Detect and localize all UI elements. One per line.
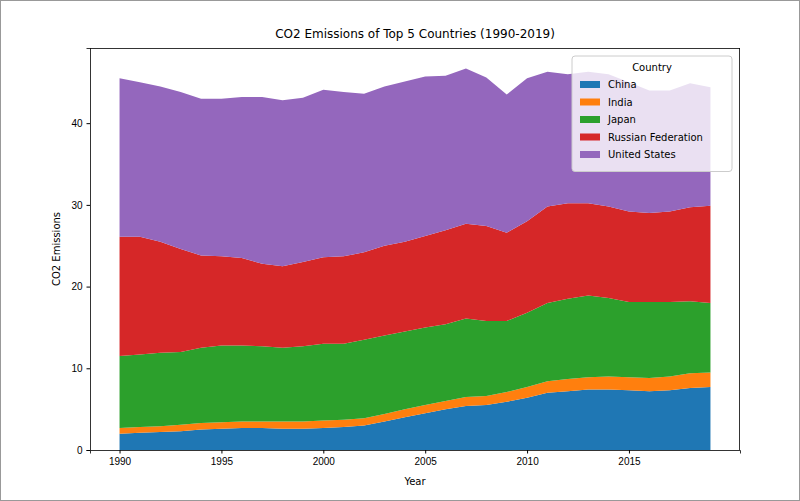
tick-label: 2015 (618, 456, 641, 467)
figure-frame (1, 1, 800, 501)
legend-label: Japan (607, 114, 636, 125)
legend: Country China India Japan Russian Federation… (572, 56, 732, 172)
tick-label: 10 (71, 363, 83, 374)
axis-line (91, 451, 741, 454)
axis-line (87, 49, 91, 451)
tick-mark (87, 368, 91, 369)
x-axis-title: Year (403, 476, 426, 487)
tick: 2000 (313, 450, 336, 467)
legend-swatch (580, 116, 600, 123)
tick-label: 0 (77, 445, 83, 456)
tick-label: 2000 (313, 456, 336, 467)
tick: 1990 (109, 450, 132, 467)
tick-mark (87, 450, 91, 451)
legend-label: India (608, 97, 633, 108)
tick: 2015 (618, 450, 641, 467)
tick: 30 (71, 200, 90, 211)
tick-label: 2010 (516, 456, 539, 467)
legend-title: Country (632, 62, 672, 73)
tick-label: 1995 (211, 456, 234, 467)
tick-mark (629, 450, 630, 454)
legend-label: United States (608, 149, 676, 160)
tick: 40 (71, 118, 90, 129)
tick-mark (221, 450, 222, 454)
x-axis: 1990 1995 2000 2005 2010 2015 (91, 450, 741, 467)
y-axis-title: CO2 Emissions (51, 212, 62, 286)
tick: 20 (71, 281, 90, 292)
tick-mark (87, 205, 91, 206)
chart: 1990 1995 2000 2005 2010 2015 0 10 20 30 40 Country… (0, 0, 800, 501)
tick-mark (87, 123, 91, 124)
tick: 10 (71, 363, 90, 374)
tick-mark (425, 450, 426, 454)
tick-label: 40 (71, 118, 83, 129)
legend-label: Russian Federation (608, 132, 703, 143)
legend-swatch (580, 81, 600, 88)
tick-label: 2005 (415, 456, 438, 467)
legend-swatch (580, 134, 600, 141)
legend-label: China (608, 79, 637, 90)
tick-mark (87, 287, 91, 288)
tick: 2005 (415, 450, 438, 467)
tick-mark (323, 450, 324, 454)
tick-label: 20 (71, 281, 83, 292)
title: CO2 Emissions of Top 5 Countries (1990-2… (275, 27, 555, 41)
plot-area: 1990 1995 2000 2005 2010 2015 0 10 20 30 40 Country… (71, 48, 740, 467)
tick-mark (120, 450, 121, 454)
legend-box (572, 56, 732, 172)
y-axis: 0 10 20 30 40 (71, 49, 90, 456)
tick-label: 1990 (109, 456, 132, 467)
tick-label: 30 (71, 200, 83, 211)
legend-swatch (580, 99, 600, 106)
spine (90, 48, 740, 49)
tick: 2010 (516, 450, 539, 467)
spine (739, 48, 740, 450)
tick-mark (527, 450, 528, 454)
legend-swatch (580, 151, 600, 158)
tick: 1995 (211, 450, 234, 467)
tick: 0 (77, 445, 90, 456)
